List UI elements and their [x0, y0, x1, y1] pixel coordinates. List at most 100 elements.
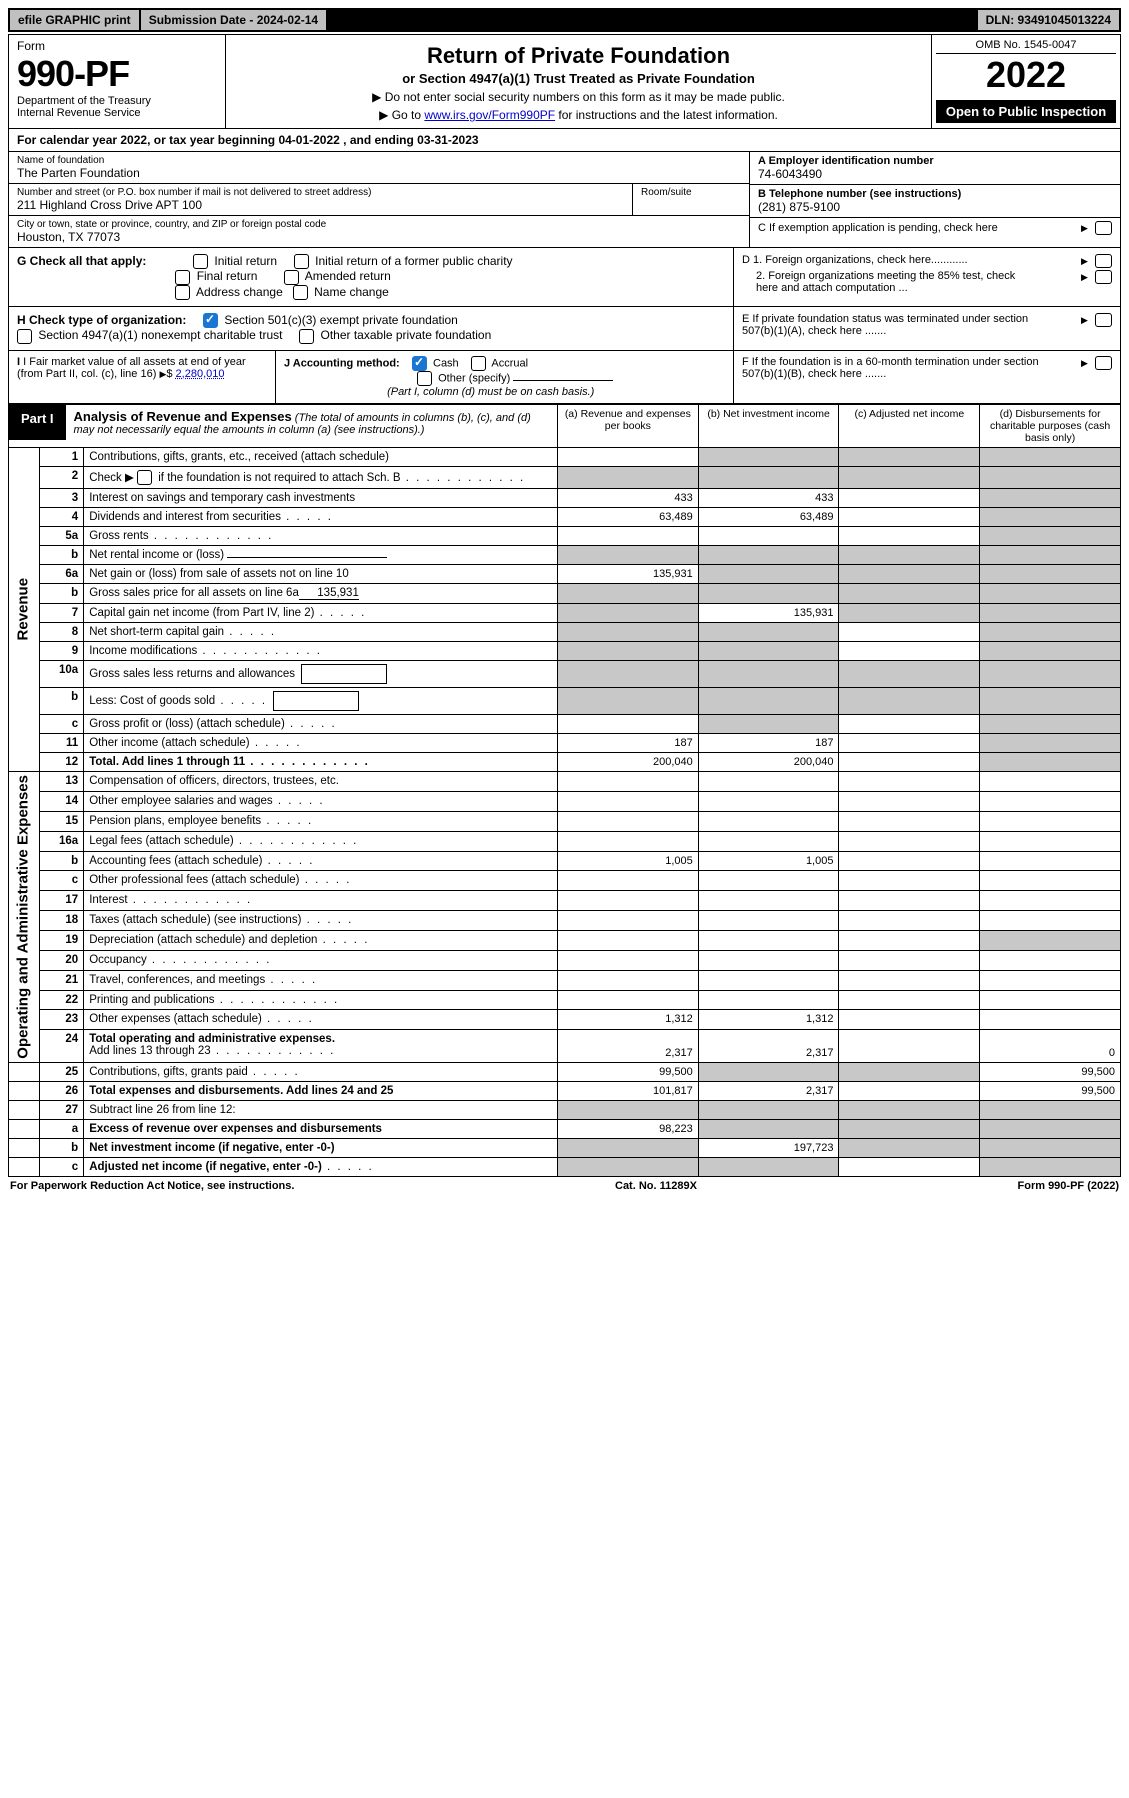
chk-501c3[interactable] — [203, 313, 218, 328]
part1-header-row: Part I Analysis of Revenue and Expenses … — [9, 404, 1121, 447]
dln: DLN: 93491045013224 — [978, 10, 1119, 30]
d2-label: 2. Foreign organizations meeting the 85%… — [742, 270, 1036, 294]
chk-amended[interactable] — [284, 270, 299, 285]
row-24: 24 Total operating and administrative ex… — [9, 1030, 1121, 1063]
irs-link[interactable]: www.irs.gov/Form990PF — [424, 108, 555, 122]
efile-print[interactable]: efile GRAPHIC print — [10, 10, 139, 30]
row-22: 22Printing and publications — [9, 990, 1121, 1010]
arrow-icon — [1081, 357, 1088, 369]
col-d-header: (d) Disbursements for charitable purpose… — [980, 404, 1121, 447]
desc: Accounting fees (attach schedule) — [84, 851, 558, 871]
val-b: 2,317 — [698, 1081, 839, 1100]
opt-4947: Section 4947(a)(1) nonexempt charitable … — [38, 328, 282, 342]
desc: Occupancy — [84, 950, 558, 970]
chk-sch-b[interactable] — [137, 470, 152, 485]
desc: Other employee salaries and wages — [84, 791, 558, 811]
c-checkbox[interactable] — [1095, 221, 1112, 235]
ln: 7 — [40, 604, 84, 623]
desc: Net rental income or (loss) — [84, 546, 558, 565]
ln: 24 — [40, 1030, 84, 1063]
row-27b: b Net investment income (if negative, en… — [9, 1138, 1121, 1157]
desc: Other income (attach schedule) — [84, 734, 558, 753]
row-16c: cOther professional fees (attach schedul… — [9, 871, 1121, 891]
val-b: 2,317 — [698, 1030, 839, 1063]
chk-other-method[interactable] — [417, 371, 432, 386]
row-17: 17Interest — [9, 891, 1121, 911]
form-word: Form — [17, 39, 217, 53]
ln: b — [40, 688, 84, 715]
row-4: 4 Dividends and interest from securities… — [9, 508, 1121, 527]
chk-initial-return[interactable] — [193, 254, 208, 269]
ln: b — [40, 1138, 84, 1157]
val-a: 200,040 — [558, 753, 699, 772]
desc: Dividends and interest from securities — [84, 508, 558, 527]
ln: 15 — [40, 811, 84, 831]
ln: 19 — [40, 930, 84, 950]
chk-name-change[interactable] — [293, 285, 308, 300]
irs-label: Internal Revenue Service — [17, 107, 217, 119]
footer-mid: Cat. No. 11289X — [615, 1180, 697, 1192]
ln: 14 — [40, 791, 84, 811]
i-section: I I Fair market value of all assets at e… — [9, 351, 276, 403]
val-b: 135,931 — [698, 604, 839, 623]
expenses-vlabel: Operating and Administrative Expenses — [9, 772, 40, 1063]
f-checkbox[interactable] — [1095, 356, 1112, 370]
row-21: 21Travel, conferences, and meetings — [9, 970, 1121, 990]
row-13: Operating and Administrative Expenses 13… — [9, 772, 1121, 792]
ln: 1 — [40, 447, 84, 466]
city-cell: City or town, state or province, country… — [9, 216, 749, 247]
chk-accrual[interactable] — [471, 356, 486, 371]
arrow-icon — [1081, 314, 1088, 326]
checks-g-d: G Check all that apply: Initial return I… — [8, 248, 1121, 307]
form-number: 990-PF — [17, 53, 217, 95]
desc: Total. Add lines 1 through 11 — [84, 753, 558, 772]
desc: Other professional fees (attach schedule… — [84, 871, 558, 891]
ln: b — [40, 584, 84, 604]
opt-amended: Amended return — [305, 269, 391, 283]
chk-address-change[interactable] — [175, 285, 190, 300]
row-5a: 5a Gross rents — [9, 527, 1121, 546]
chk-other-taxable[interactable] — [299, 329, 314, 344]
address-cell: Number and street (or P.O. box number if… — [9, 184, 633, 215]
d2-checkbox[interactable] — [1095, 270, 1112, 284]
street-address: 211 Highland Cross Drive APT 100 — [17, 198, 624, 212]
ln: 23 — [40, 1010, 84, 1030]
ln: 21 — [40, 970, 84, 990]
revenue-vlabel: Revenue — [9, 447, 40, 771]
header-center: Return of Private Foundation or Section … — [226, 35, 931, 128]
row-15: 15Pension plans, employee benefits — [9, 811, 1121, 831]
entity-block: Name of foundation The Parten Foundation… — [8, 152, 1121, 248]
chk-4947[interactable] — [17, 329, 32, 344]
h-label: H Check type of organization: — [17, 313, 186, 327]
desc: Excess of revenue over expenses and disb… — [84, 1119, 558, 1138]
dept-treasury: Department of the Treasury — [17, 95, 217, 107]
form-header: Form 990-PF Department of the Treasury I… — [8, 34, 1121, 129]
e-checkbox[interactable] — [1095, 313, 1112, 327]
desc: Interest — [84, 891, 558, 911]
room-cell: Room/suite — [633, 184, 749, 215]
c-label: C If exemption application is pending, c… — [758, 222, 998, 234]
chk-cash[interactable] — [412, 356, 427, 371]
ln: 18 — [40, 911, 84, 931]
ln: 27 — [40, 1100, 84, 1119]
ln: 25 — [40, 1062, 84, 1081]
top-bar: efile GRAPHIC print Submission Date - 20… — [8, 8, 1121, 32]
opt-initial: Initial return — [214, 254, 277, 268]
part1-table: Part I Analysis of Revenue and Expenses … — [8, 404, 1121, 1177]
opt-accrual: Accrual — [491, 357, 528, 369]
val-a: 99,500 — [558, 1062, 699, 1081]
tel-value: (281) 875-9100 — [758, 200, 1112, 214]
desc: Compensation of officers, directors, tru… — [84, 772, 558, 792]
j-label: J Accounting method: — [284, 357, 400, 369]
row-3: 3 Interest on savings and temporary cash… — [9, 489, 1121, 508]
val-b: 197,723 — [698, 1138, 839, 1157]
chk-initial-former[interactable] — [294, 254, 309, 269]
opt-name-change: Name change — [314, 285, 389, 299]
val-b: 1,312 — [698, 1010, 839, 1030]
fmv-value[interactable]: 2,280,010 — [176, 368, 225, 380]
desc: Gross sales price for all assets on line… — [84, 584, 558, 604]
opt-501c3: Section 501(c)(3) exempt private foundat… — [224, 313, 457, 327]
d1-checkbox[interactable] — [1095, 254, 1112, 268]
e-label: E If private foundation status was termi… — [742, 313, 1042, 337]
chk-final-return[interactable] — [175, 270, 190, 285]
